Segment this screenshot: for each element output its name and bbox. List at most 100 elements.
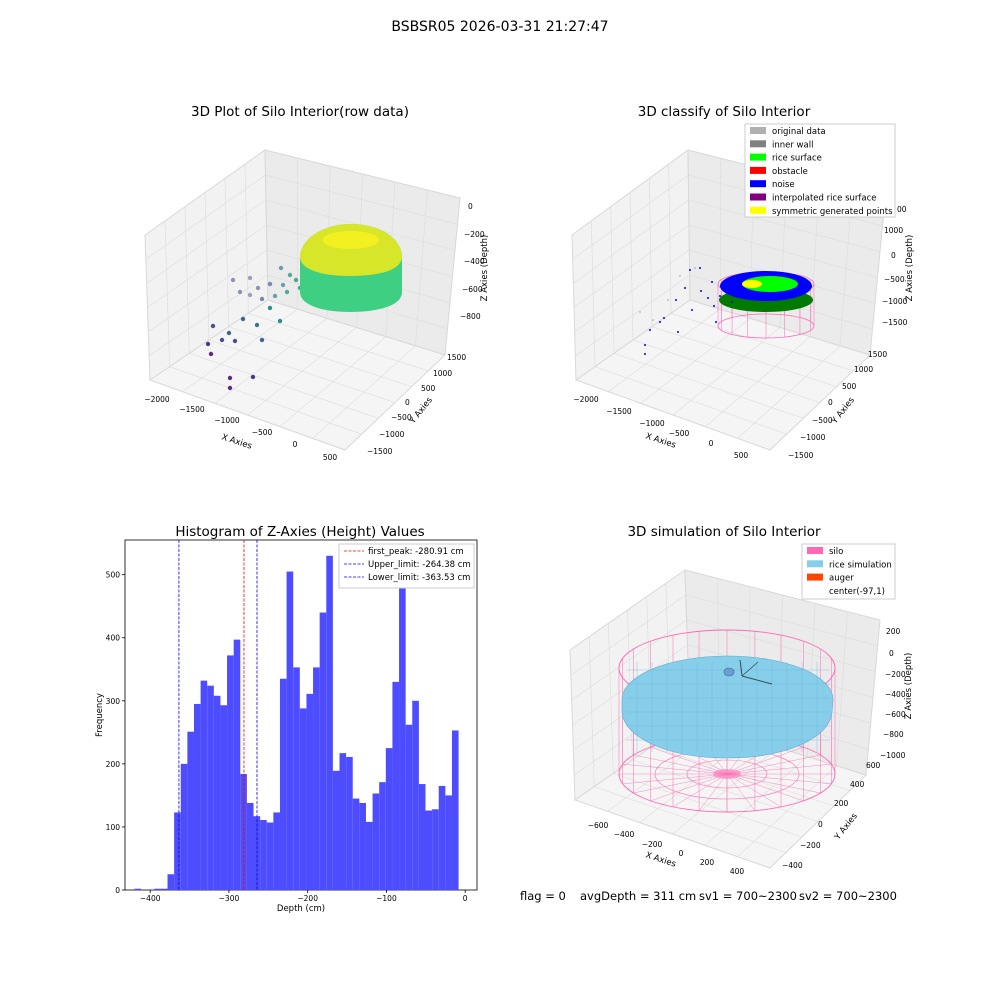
footer-sv2: sv2 = 700~2300 xyxy=(799,889,897,903)
histogram-bar xyxy=(227,655,234,890)
simulation-auger xyxy=(723,659,773,685)
simulation-z-label: Z Axies (Depth) xyxy=(904,653,914,720)
simulation-legend-swatch xyxy=(807,560,823,568)
classify-disc-symmetric xyxy=(742,280,762,288)
classify-y-tick-6: 1500 xyxy=(868,350,887,359)
simulation-legend: silo rice simulation auger center(-97,1) xyxy=(801,543,896,600)
classify-noise-point xyxy=(644,344,646,346)
status-footer: flag = 0 avgDepth = 311 cm sv1 = 700~230… xyxy=(520,889,897,903)
classify-noise-points xyxy=(639,267,733,355)
histogram-bar xyxy=(233,639,241,890)
simulation-wire-spoke xyxy=(726,763,832,775)
simulation-legend-swatch xyxy=(807,573,823,581)
simulation-wire-spoke xyxy=(650,773,728,802)
panel-simulation: 3D simulation of Silo Interior silo rice … xyxy=(569,524,914,876)
histogram-bar xyxy=(379,782,386,890)
raw-scatter-point xyxy=(293,277,299,283)
raw-surface-blob xyxy=(300,224,402,312)
histogram-bar xyxy=(299,708,307,890)
simulation-x-tick-5: 400 xyxy=(730,867,745,876)
histogram-bar xyxy=(279,678,287,890)
classify-legend-swatch xyxy=(750,140,766,148)
histogram-bar xyxy=(213,695,221,890)
raw-scatter-point xyxy=(226,330,232,336)
histogram-legend-label: first_peak: -280.91 cm xyxy=(368,547,464,557)
raw-scatter-point xyxy=(287,272,293,278)
histogram-bars xyxy=(134,555,459,890)
classify-noise-point xyxy=(713,305,715,307)
histogram-bar xyxy=(319,612,327,890)
classify-x-tick-2: −1000 xyxy=(639,419,665,428)
simulation-wire-spoke xyxy=(672,773,728,808)
raw-scatter-point xyxy=(247,275,253,281)
classify-z-label: Z Axies (Depth) xyxy=(905,235,915,302)
classify-grid-line xyxy=(737,345,841,439)
simulation-z-tick-6: −1000 xyxy=(880,751,906,760)
raw-y-tick-0: −1500 xyxy=(367,447,393,456)
raw-scatter-point xyxy=(280,282,286,288)
histogram-title: Histogram of Z-Axies (Height) Values xyxy=(175,524,424,540)
simulation-x-tick-1: −400 xyxy=(614,830,635,839)
histogram-x-tick-label: 0 xyxy=(463,894,468,903)
classify-original-point xyxy=(667,299,669,301)
simulation-z-tick-0: 200 xyxy=(886,627,901,636)
raw-scatter-point xyxy=(227,385,233,391)
classify-legend: original data inner wall rice surface obsta… xyxy=(744,123,896,218)
raw-plot-title: 3D Plot of Silo Interior(row data) xyxy=(191,104,409,120)
simulation-center-marker xyxy=(723,667,735,677)
panel-histogram: Histogram of Z-Axies (Height) Values −40… xyxy=(95,524,478,914)
simulation-wire-spoke xyxy=(726,773,756,811)
raw-scatter-point xyxy=(247,292,253,298)
histogram-bar xyxy=(160,888,168,890)
raw-scatter-point xyxy=(208,351,214,357)
classify-noise-point xyxy=(691,309,693,311)
histogram-bar xyxy=(273,812,280,890)
raw-scatter-point xyxy=(210,323,216,329)
classify-noise-point xyxy=(659,321,661,323)
classify-original-point xyxy=(694,267,696,269)
raw-y-tick-3: 0 xyxy=(405,398,410,407)
histogram-bar xyxy=(432,809,439,890)
histogram-x-tick-label: −100 xyxy=(376,894,397,903)
histogram-bar xyxy=(200,680,208,890)
classify-legend-box xyxy=(744,123,896,218)
histogram-bar xyxy=(385,748,393,890)
histogram-bar xyxy=(266,822,274,890)
histogram-y-tick-label: 500 xyxy=(106,571,121,580)
classify-legend-swatch xyxy=(750,166,766,174)
raw-scatter-point xyxy=(254,322,260,328)
simulation-wire-spoke xyxy=(633,773,728,794)
histogram-bar xyxy=(240,773,247,890)
simulation-y-tick-4: 400 xyxy=(850,780,865,789)
histogram-bar xyxy=(438,785,446,890)
raw-scatter-point xyxy=(230,277,236,283)
histogram-bar xyxy=(418,784,426,890)
raw-scatter-point xyxy=(272,293,278,299)
simulation-auger-arm xyxy=(741,675,773,685)
simulation-wire-spoke xyxy=(726,746,804,775)
classify-noise-point xyxy=(715,321,717,323)
classify-legend-label: noise xyxy=(772,180,795,190)
simulation-wire-spoke xyxy=(650,746,728,775)
histogram-bar xyxy=(445,795,452,890)
footer-flag: flag = 0 xyxy=(520,889,566,903)
histogram-x-tick-label: −300 xyxy=(219,894,240,903)
raw-x-tick-3: −500 xyxy=(252,428,273,437)
classify-x-tick-0: −2000 xyxy=(573,395,599,404)
simulation-z-tick-5: −800 xyxy=(883,730,904,739)
raw-scatter-point xyxy=(267,305,273,311)
classify-disc-rice xyxy=(742,276,798,292)
histogram-x-ticks: −400 −300 −200 −100 0 xyxy=(140,890,468,903)
histogram-bar xyxy=(260,820,267,890)
raw-x-tick-2: −1000 xyxy=(214,416,240,425)
classify-z-tick-2: 0 xyxy=(891,251,896,260)
classify-legend-label: original data xyxy=(772,127,826,137)
raw-z-tick-3: −600 xyxy=(462,285,483,294)
histogram-y-label: Frequency xyxy=(95,693,105,737)
simulation-x-tick-2: −200 xyxy=(642,840,663,849)
histogram-x-tick-label: −400 xyxy=(140,894,161,903)
classify-y-tick-2: −500 xyxy=(812,416,833,425)
classify-original-point xyxy=(639,311,641,313)
simulation-legend-swatch xyxy=(807,547,823,554)
